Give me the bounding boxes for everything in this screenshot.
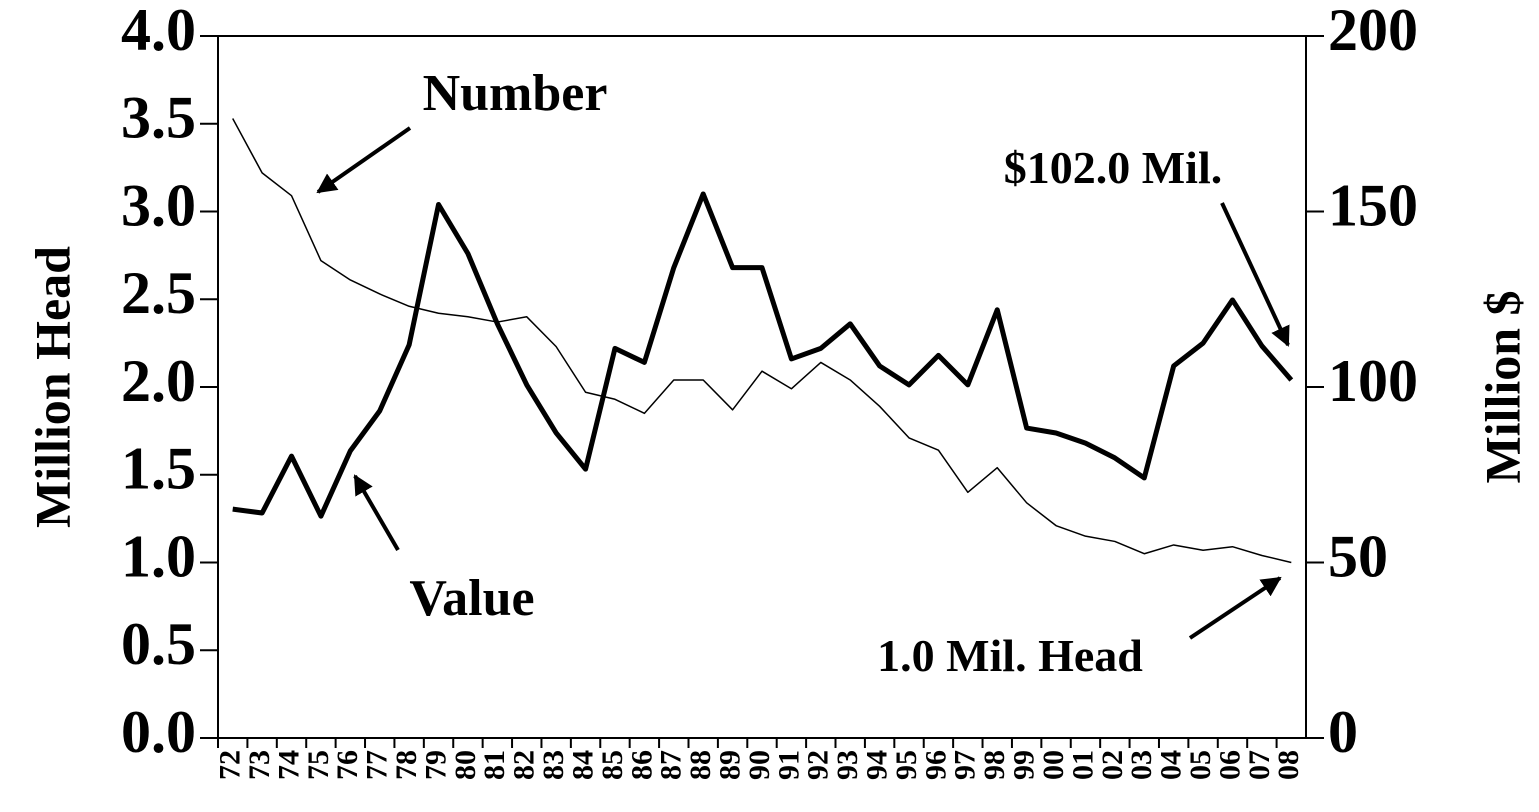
y2-tick-label: 100 xyxy=(1328,348,1418,414)
x-tick-label: 77 xyxy=(361,750,394,780)
x-tick-label: 86 xyxy=(625,750,658,780)
x-tick-label: 76 xyxy=(331,750,364,780)
data-line xyxy=(232,118,1292,564)
x-tick-label: 05 xyxy=(1184,750,1217,780)
x-tick-label: 89 xyxy=(713,750,746,780)
x-tick-label: 00 xyxy=(1037,750,1070,780)
x-tick-label: 07 xyxy=(1243,750,1276,780)
y2-tick-label: 200 xyxy=(1328,0,1418,63)
y-tick-label: 1.5 xyxy=(121,436,196,502)
x-tick-label: 85 xyxy=(596,750,629,780)
x-tick-label: 94 xyxy=(861,750,894,780)
x-tick-label: 92 xyxy=(802,750,835,780)
y-tick-label: 4.0 xyxy=(121,0,196,63)
y-tick-label: 0.0 xyxy=(121,699,196,765)
arrows xyxy=(316,126,1290,640)
y-tick-label: 2.5 xyxy=(121,260,196,326)
annotation: $102.0 Mil. xyxy=(1004,142,1222,193)
y2-tick-label: 50 xyxy=(1328,523,1388,589)
x-tick-label: 91 xyxy=(772,750,805,780)
x-tick-label: 95 xyxy=(890,750,923,780)
y-tick-label: 3.5 xyxy=(121,85,196,151)
annotation: Number xyxy=(423,65,608,122)
annotation: Value xyxy=(409,570,534,627)
x-tick-label: 96 xyxy=(919,750,952,780)
x-tick-label: 81 xyxy=(478,750,511,780)
data-line xyxy=(232,191,1294,519)
x-tick-label: 06 xyxy=(1213,750,1246,780)
y2-tick-label: 0 xyxy=(1328,699,1358,765)
x-tick-label: 79 xyxy=(419,750,452,780)
x-tick-label: 04 xyxy=(1155,750,1188,780)
x-tick-label: 99 xyxy=(1008,750,1041,780)
x-tick-label: 01 xyxy=(1066,750,1099,780)
y2-tick-label: 150 xyxy=(1328,172,1418,238)
x-tick-label: 97 xyxy=(949,750,982,780)
y-tick-label: 0.5 xyxy=(121,611,196,677)
x-tick-label: 87 xyxy=(655,750,688,780)
y-tick-label: 3.0 xyxy=(121,172,196,238)
x-tick-label: 84 xyxy=(566,750,599,780)
x-tick-label: 93 xyxy=(831,750,864,780)
x-tick-label: 73 xyxy=(243,750,276,780)
x-tick-label: 98 xyxy=(978,750,1011,780)
x-tick-label: 83 xyxy=(537,750,570,780)
x-tick-label: 75 xyxy=(302,750,335,780)
x-tick-label: 72 xyxy=(214,750,247,780)
x-tick-label: 03 xyxy=(1125,750,1158,780)
x-tick-label: 90 xyxy=(743,750,776,780)
x-tick-label: 82 xyxy=(508,750,541,780)
x-tick-label: 74 xyxy=(272,750,305,780)
x-tick-label: 02 xyxy=(1096,750,1129,780)
x-tick-label: 78 xyxy=(390,750,423,780)
x-tick-label: 88 xyxy=(684,750,717,780)
y-axis-title: Million Head xyxy=(24,246,80,528)
annotation: 1.0 Mil. Head xyxy=(877,630,1143,681)
x-tick-label: 80 xyxy=(449,750,482,780)
y-tick-label: 2.0 xyxy=(121,348,196,414)
x-tick-label: 08 xyxy=(1272,750,1305,780)
y2-axis-title: Million $ xyxy=(1474,290,1530,483)
y-tick-label: 1.0 xyxy=(121,523,196,589)
